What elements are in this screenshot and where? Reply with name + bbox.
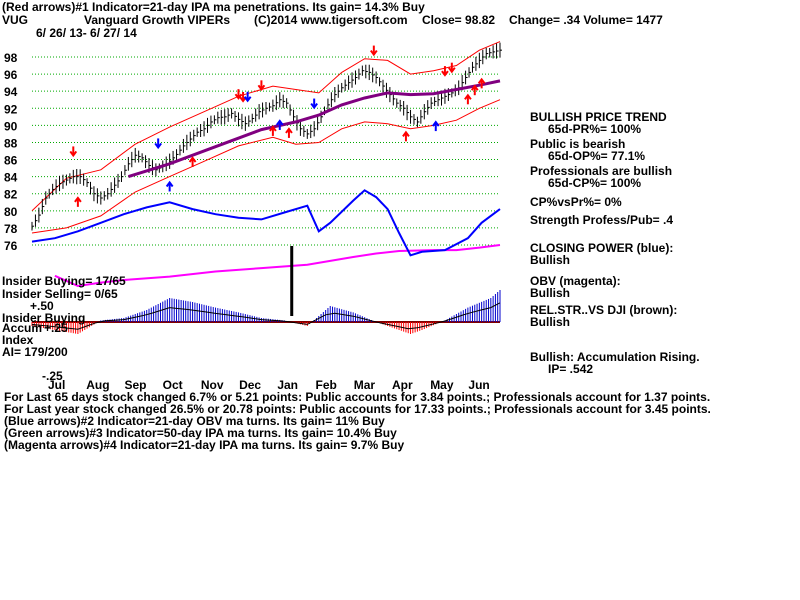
month-label: Jul	[48, 378, 65, 392]
pr-value: 65d-PR%= 100%	[548, 122, 642, 136]
op-value: 65d-OP%= 77.1%	[548, 149, 646, 163]
accumulation-panel	[31, 246, 501, 334]
trend-title: BULLISH PRICE TREND	[530, 110, 667, 124]
obv-status: Bullish	[530, 286, 571, 300]
y-tick-label: 92	[4, 102, 18, 116]
y-tick-label: 82	[4, 188, 18, 202]
insider-selling: Insider Selling= 0/65	[2, 287, 118, 301]
red-down-arrow	[370, 45, 378, 57]
y-tick-label: 96	[4, 68, 18, 82]
header-symbol: VUG	[2, 13, 29, 27]
accum-plus50: +.50	[30, 299, 54, 313]
insider-buying-2: Insider Buying	[2, 311, 86, 325]
chart-grid	[32, 56, 500, 246]
red-up-arrow	[74, 196, 82, 207]
accum-note: Bullish: Accumulation Rising.	[530, 350, 700, 364]
blue-up-arrow	[431, 120, 440, 132]
footer-blue-arrows: (Blue arrows)#2 Indicator=21-day OBV ma …	[4, 414, 385, 428]
y-axis-labels: 76 78 80 82 84 86 88 90 92 94 96 98	[4, 51, 18, 253]
red-up-arrow	[188, 156, 197, 167]
header-indicator-line: (Red arrows)#1 Indicator=21-day IPA ma p…	[2, 0, 425, 14]
accum-ma-line	[31, 302, 501, 330]
month-labels: Jul Aug Sep Oct Nov Dec Jan Feb Mar Apr May Jun	[48, 378, 490, 392]
obv-line	[54, 244, 501, 288]
red-up-arrow	[285, 127, 293, 138]
blue-up-arrow	[165, 180, 174, 192]
strength-value: Strength Profess/Pub= .4	[530, 213, 674, 227]
header-copyright: (C)2014 www.tigersoft.com	[254, 13, 408, 27]
header-change: Change= .34 Volume= 1477	[509, 13, 663, 27]
closing-power-label: CLOSING POWER (blue):	[530, 241, 674, 255]
obv-label: OBV (magenta):	[530, 274, 621, 288]
month-label: Jan	[277, 378, 298, 392]
y-tick-label: 98	[4, 51, 18, 65]
moving-average-series	[127, 79, 501, 179]
ai-value: AI= 179/200	[2, 345, 68, 359]
y-tick-label: 80	[4, 205, 18, 219]
cpvspr-value: CP%vsPr%= 0%	[530, 195, 622, 209]
blue-down-arrow	[243, 91, 252, 103]
red-down-arrow	[441, 66, 449, 77]
month-label: Nov	[201, 378, 224, 392]
obv-series	[54, 244, 501, 288]
month-label: Apr	[392, 378, 413, 392]
red-up-arrow	[269, 125, 277, 136]
signal-arrows	[69, 45, 486, 207]
relstr-label: REL.STR..VS DJI (brown):	[530, 303, 678, 317]
moving-average-line	[127, 79, 501, 179]
closing-power-status: Bullish	[530, 253, 571, 267]
blue-down-arrow	[154, 138, 162, 150]
bollinger-bands	[31, 41, 501, 234]
red-down-arrow	[69, 146, 78, 158]
upper-band-line	[31, 41, 501, 212]
y-tick-label: 94	[4, 85, 18, 99]
volume-spike	[290, 246, 294, 316]
y-tick-label: 76	[4, 239, 18, 253]
red-up-arrow	[470, 84, 479, 96]
public-note: Public is bearish	[530, 137, 626, 151]
month-label: Feb	[316, 378, 337, 392]
accum-minus25: -.25	[42, 369, 63, 383]
red-up-arrow	[464, 93, 472, 105]
footer-magenta-arrows: (Magenta arrows)#4 Indicator=21-day IPA …	[4, 438, 405, 452]
lower-band-line	[31, 99, 501, 234]
accum-plus25: +.25	[44, 321, 68, 335]
footer-green-arrows: (Green arrows)#3 Indicator=50-day IPA ma…	[4, 426, 397, 440]
month-label: Oct	[163, 378, 183, 392]
closing-power-series	[31, 189, 501, 257]
y-tick-label: 78	[4, 222, 18, 236]
relstr-status: Bullish	[530, 315, 571, 329]
header-name: Vanguard Growth VIPERs	[84, 13, 231, 27]
red-down-arrow	[257, 80, 266, 91]
cp-value: 65d-CP%= 100%	[548, 176, 642, 190]
red-down-arrow	[448, 62, 456, 74]
footer-line-65d: For Last 65 days stock changed 6.7% or 5…	[4, 390, 711, 404]
index-label: Index	[2, 333, 34, 347]
month-label: May	[430, 378, 454, 392]
month-label: Jun	[468, 378, 489, 392]
header-close: Close= 98.82	[422, 13, 496, 27]
month-label: Mar	[354, 378, 376, 392]
red-down-arrow	[234, 89, 243, 100]
insider-buying: Insider Buying= 17/65	[2, 274, 126, 288]
ip-value: IP= .542	[548, 362, 594, 376]
prof-note: Professionals are bullish	[530, 164, 673, 178]
month-label: Aug	[86, 378, 109, 392]
red-up-arrow	[402, 130, 410, 142]
closing-power-line	[31, 189, 501, 257]
month-label: Sep	[124, 378, 146, 392]
y-tick-label: 88	[4, 136, 18, 150]
red-up-arrow	[477, 77, 486, 89]
blue-down-arrow	[310, 98, 318, 110]
accum-label: Accum	[2, 321, 43, 335]
blue-up-arrow	[275, 119, 284, 130]
y-tick-label: 90	[4, 119, 18, 133]
month-label: Dec	[239, 378, 261, 392]
y-tick-label: 84	[4, 171, 18, 185]
y-tick-label: 86	[4, 154, 18, 168]
footer-line-year: For Last year stock changed 26.5% or 20.…	[4, 402, 711, 416]
header-dates: 6/ 26/ 13- 6/ 27/ 14	[36, 26, 137, 40]
